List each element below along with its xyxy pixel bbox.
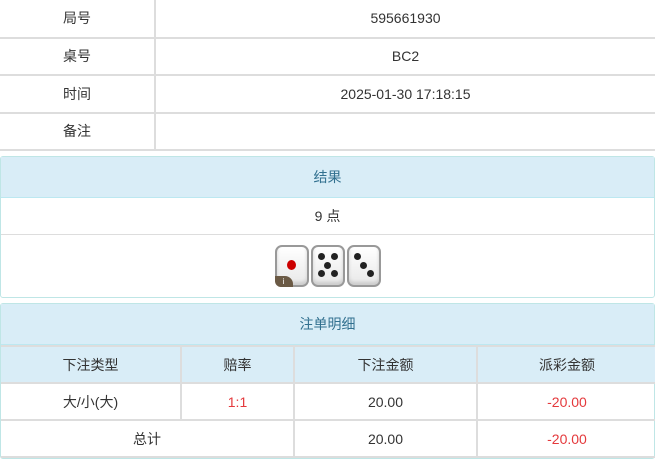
total-row: 总计 20.00 -20.00 [1, 419, 655, 458]
label: 局号 [0, 0, 156, 39]
label: 备注 [0, 111, 156, 151]
info-row-round: 局号 595661930 [0, 0, 655, 39]
col-payout: 派彩金额 [476, 345, 655, 384]
label: 桌号 [0, 36, 156, 76]
table-row: 大/小(大) 1:1 20.00 -20.00 [1, 382, 655, 421]
bet-table-header: 下注类型 赔率 下注金额 派彩金额 [1, 345, 655, 384]
total-payout: -20.00 [476, 419, 655, 458]
total-label: 总计 [1, 419, 295, 458]
result-points: 9 点 [1, 198, 654, 235]
result-panel: 结果 9 点 i [0, 156, 655, 298]
bet-type: 大/小(大) [1, 382, 182, 421]
bet-amount: 20.00 [293, 382, 478, 421]
info-row-table: 桌号 BC2 [0, 36, 655, 76]
info-badge[interactable]: i [274, 276, 293, 287]
info-row-time: 时间 2025-01-30 17:18:15 [0, 74, 655, 114]
bet-payout: -20.00 [476, 382, 655, 421]
col-amount: 下注金额 [293, 345, 478, 384]
value: BC2 [154, 36, 655, 76]
total-amount: 20.00 [293, 419, 478, 458]
value: 595661930 [154, 0, 655, 39]
die-1-icon[interactable]: i [274, 245, 309, 287]
result-title: 结果 [1, 157, 654, 198]
die-5-icon [310, 245, 345, 287]
die-3-icon [346, 245, 381, 287]
value: 2025-01-30 17:18:15 [154, 74, 655, 114]
label: 时间 [0, 74, 156, 114]
bet-details-title: 注单明细 [1, 304, 654, 345]
col-odds: 赔率 [180, 345, 295, 384]
value [154, 111, 655, 151]
bet-table: 下注类型 赔率 下注金额 派彩金额 大/小(大) 1:1 20.00 -20.0… [1, 345, 655, 458]
col-type: 下注类型 [1, 345, 182, 384]
round-info-table: 局号 595661930 桌号 BC2 时间 2025-01-30 17:18:15 … [0, 0, 655, 151]
bet-odds: 1:1 [180, 382, 295, 421]
bet-details-panel: 注单明细 下注类型 赔率 下注金额 派彩金额 大/小(大) 1:1 20.00 … [0, 303, 655, 459]
info-row-remark: 备注 [0, 111, 655, 151]
dice-row: i [1, 235, 654, 297]
